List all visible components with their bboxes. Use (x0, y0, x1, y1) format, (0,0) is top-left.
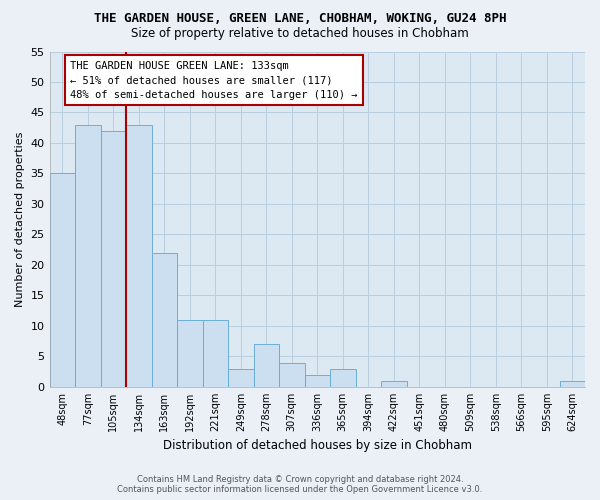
Bar (254, 344, 279, 387)
Bar (560, 381, 585, 387)
Bar (381, 381, 407, 387)
Text: Contains HM Land Registry data © Crown copyright and database right 2024.
Contai: Contains HM Land Registry data © Crown c… (118, 474, 482, 494)
Text: THE GARDEN HOUSE, GREEN LANE, CHOBHAM, WOKING, GU24 8PH: THE GARDEN HOUSE, GREEN LANE, CHOBHAM, W… (94, 12, 506, 26)
Bar (75, 124, 101, 387)
Bar (279, 362, 305, 387)
Text: Size of property relative to detached houses in Chobham: Size of property relative to detached ho… (131, 28, 469, 40)
Text: THE GARDEN HOUSE GREEN LANE: 133sqm
← 51% of detached houses are smaller (117)
4: THE GARDEN HOUSE GREEN LANE: 133sqm ← 51… (70, 60, 358, 100)
Bar (305, 374, 330, 387)
X-axis label: Distribution of detached houses by size in Chobham: Distribution of detached houses by size … (163, 440, 472, 452)
Bar (330, 368, 356, 387)
Y-axis label: Number of detached properties: Number of detached properties (15, 132, 25, 307)
Bar (50, 174, 75, 387)
Bar (126, 124, 152, 387)
Bar (228, 368, 254, 387)
Bar (152, 253, 177, 387)
Bar (203, 320, 228, 387)
Bar (177, 320, 203, 387)
Bar (101, 131, 126, 387)
